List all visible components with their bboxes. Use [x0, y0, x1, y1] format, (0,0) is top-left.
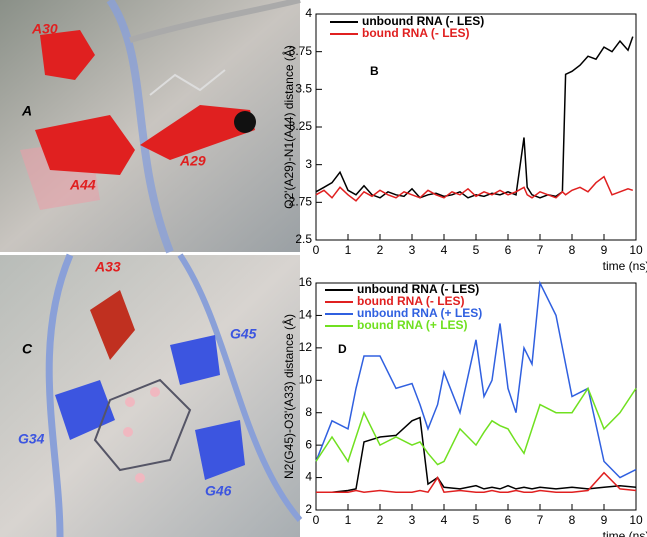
y-tick-label: 3.75	[289, 44, 313, 58]
y-tick-label: 2.75	[289, 195, 313, 209]
y-tick-label: 4	[305, 6, 312, 20]
residue-label: A44	[69, 177, 96, 193]
x-tick-label: 1	[345, 243, 352, 257]
x-tick-label: 4	[441, 513, 448, 527]
y-tick-label: 2.5	[295, 232, 312, 246]
x-tick-label: 8	[569, 513, 576, 527]
x-tick-label: 9	[601, 513, 608, 527]
legend-label: unbound RNA (+ LES)	[357, 306, 482, 320]
data-line	[316, 471, 637, 494]
panel-letter: C	[22, 341, 33, 357]
residue-label: A29	[179, 153, 206, 169]
panel-letter: B	[370, 64, 379, 78]
data-line	[315, 280, 637, 479]
x-tick-label: 2	[377, 513, 384, 527]
panel-letter: D	[338, 342, 347, 356]
x-tick-label: 5	[473, 243, 480, 257]
residue-label: A33	[94, 259, 121, 275]
x-tick-label: 10	[629, 243, 643, 257]
y-tick-label: 10	[299, 372, 313, 386]
data-line	[315, 386, 637, 466]
x-axis-label: time (ns)	[603, 529, 647, 537]
y-tick-label: 8	[305, 405, 312, 419]
y-tick-label: 3.5	[295, 82, 312, 96]
structure-image-a	[0, 0, 301, 254]
x-tick-label: 3	[409, 243, 416, 257]
data-line	[316, 416, 637, 493]
x-tick-label: 3	[409, 513, 416, 527]
y-tick-label: 14	[299, 308, 313, 322]
y-tick-label: 12	[299, 340, 313, 354]
legend-label: bound RNA (+ LES)	[357, 318, 468, 332]
x-tick-label: 8	[569, 243, 576, 257]
x-tick-label: 5	[473, 513, 480, 527]
residue-label: G34	[18, 431, 45, 447]
legend-label: unbound RNA (- LES)	[357, 282, 479, 296]
y-tick-label: 6	[305, 437, 312, 451]
y-tick-label: 16	[299, 275, 313, 289]
residue-label: G45	[230, 326, 257, 342]
legend-label: bound RNA (- LES)	[357, 294, 465, 308]
residue-label: A30	[31, 21, 58, 37]
legend-label: unbound RNA (- LES)	[362, 14, 484, 28]
x-tick-label: 1	[345, 513, 352, 527]
panel-letter: A	[21, 103, 32, 119]
x-tick-label: 7	[537, 243, 544, 257]
x-tick-label: 6	[505, 513, 512, 527]
y-axis-label: N2(G45)-O3'(A33) distance (Å)	[281, 314, 296, 479]
data-line	[315, 36, 634, 199]
x-tick-label: 2	[377, 243, 384, 257]
y-tick-label: 3	[305, 157, 312, 171]
x-tick-label: 0	[313, 513, 320, 527]
structure-image-c	[0, 253, 303, 537]
x-tick-label: 10	[629, 513, 643, 527]
x-tick-label: 7	[537, 513, 544, 527]
legend-label: bound RNA (- LES)	[362, 26, 470, 40]
data-line	[315, 175, 634, 202]
x-tick-label: 9	[601, 243, 608, 257]
plot-frame	[315, 13, 637, 241]
x-tick-label: 4	[441, 243, 448, 257]
y-tick-label: 4	[305, 470, 312, 484]
x-tick-label: 0	[313, 243, 320, 257]
x-tick-label: 6	[505, 243, 512, 257]
x-axis-label: time (ns)	[603, 259, 647, 273]
y-tick-label: 3.25	[289, 119, 313, 133]
residue-label: G46	[205, 483, 232, 499]
y-axis-label: O2'(A29)-N1(A44) distance (Å)	[281, 45, 296, 209]
y-tick-label: 2	[305, 502, 312, 516]
